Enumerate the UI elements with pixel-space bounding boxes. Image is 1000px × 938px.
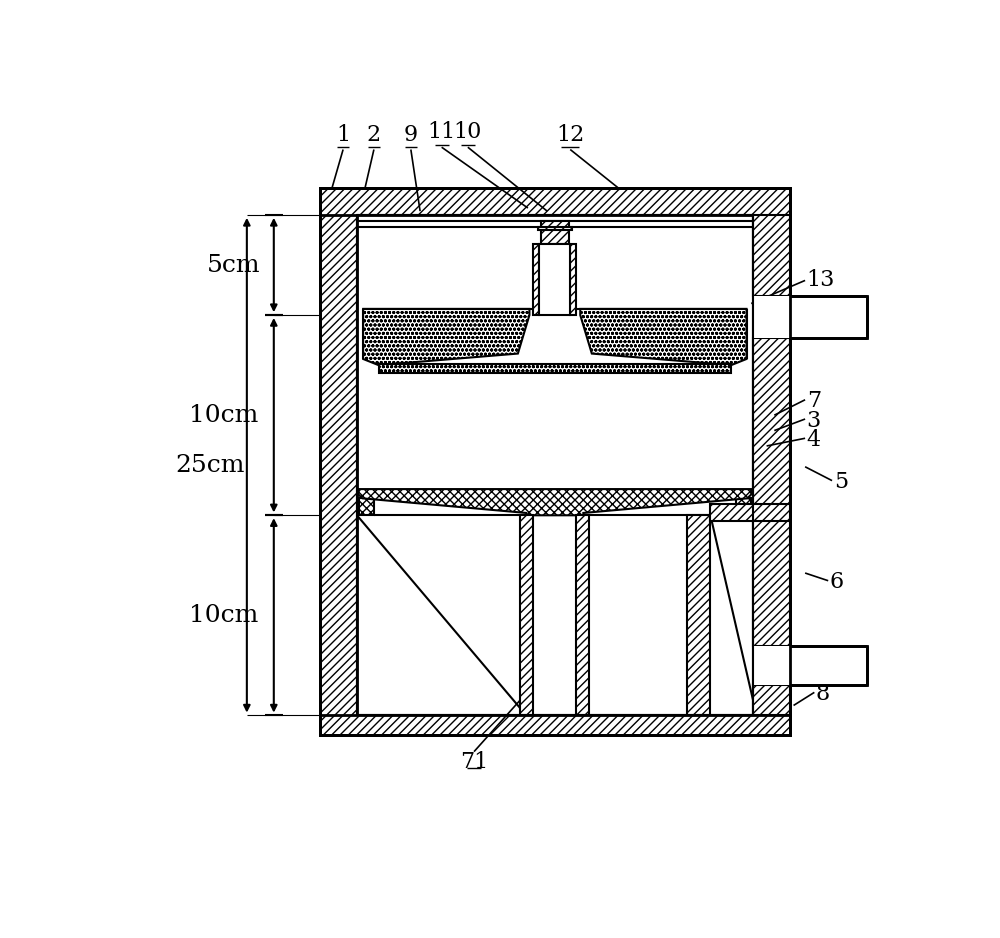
Text: 11: 11	[428, 121, 456, 144]
Bar	[541, 221, 569, 244]
Bar	[357, 215, 753, 716]
Bar	[538, 227, 572, 231]
Text: 25cm: 25cm	[175, 454, 245, 477]
Bar	[753, 295, 790, 339]
Text: 13: 13	[807, 269, 835, 292]
Text: 10: 10	[454, 121, 482, 144]
Bar	[358, 498, 374, 515]
Text: 5: 5	[834, 471, 848, 493]
Bar	[533, 244, 539, 315]
Text: 12: 12	[556, 124, 584, 145]
Bar	[539, 244, 570, 315]
Bar	[320, 188, 790, 734]
Bar	[753, 646, 867, 685]
Bar	[570, 244, 576, 315]
Text: 9: 9	[404, 124, 418, 145]
Bar	[753, 215, 790, 295]
Bar	[320, 188, 357, 734]
Text: 8: 8	[815, 683, 829, 705]
Text: 7: 7	[807, 390, 821, 413]
Polygon shape	[580, 309, 747, 365]
Bar	[520, 515, 533, 716]
Polygon shape	[363, 309, 529, 365]
Bar	[753, 339, 790, 646]
Bar	[753, 685, 790, 716]
Text: 6: 6	[830, 571, 844, 593]
Bar	[576, 515, 589, 716]
Bar	[753, 295, 867, 339]
Text: 4: 4	[807, 429, 821, 451]
Text: 5cm: 5cm	[207, 253, 261, 277]
Text: 10cm: 10cm	[189, 604, 258, 627]
Text: 71: 71	[460, 750, 488, 773]
Bar	[736, 498, 751, 515]
Text: 2: 2	[367, 124, 381, 145]
Bar	[710, 505, 790, 522]
Text: 10cm: 10cm	[189, 403, 258, 427]
Bar	[379, 364, 731, 372]
Bar	[687, 515, 710, 716]
Text: 3: 3	[807, 410, 821, 431]
Bar	[320, 188, 790, 215]
Polygon shape	[358, 489, 751, 515]
Bar	[753, 646, 790, 685]
Bar	[320, 716, 790, 734]
Text: 1: 1	[336, 124, 350, 145]
Bar	[753, 188, 790, 734]
